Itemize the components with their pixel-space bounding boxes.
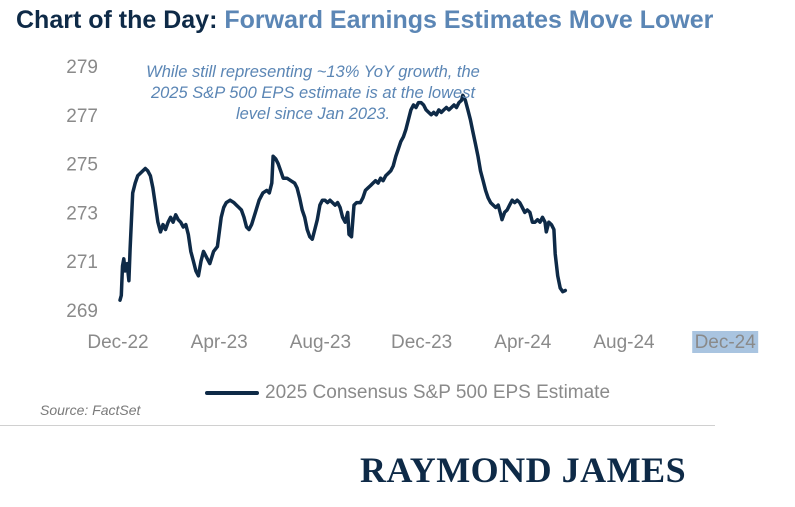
y-tick-label: 275: [66, 155, 98, 176]
y-tick-label: 279: [66, 57, 98, 78]
y-tick-label: 277: [66, 106, 98, 127]
series-line-eps-estimate: [118, 93, 568, 302]
legend-label: 2025 Consensus S&P 500 EPS Estimate: [265, 382, 611, 403]
legend-swatch: [205, 391, 259, 395]
y-tick-label: 273: [66, 203, 98, 224]
x-tick-label: Apr-23: [191, 332, 248, 353]
chart-annotation: While still representing ~13% YoY growth…: [146, 63, 480, 123]
legend: 2025 Consensus S&P 500 EPS Estimate: [205, 382, 610, 404]
y-tick-label: 269: [66, 301, 98, 322]
divider: [0, 425, 715, 426]
chart-title-prefix: Chart of the Day:: [16, 6, 218, 34]
x-tick-label: Aug-23: [290, 332, 351, 353]
chart-title-main: Forward Earnings Estimates Move Lower: [224, 6, 714, 34]
raymond-james-logo: RAYMOND JAMES: [360, 450, 687, 490]
y-tick-label: 271: [66, 252, 98, 273]
x-tick-label: Dec-22: [87, 332, 148, 353]
source-note: Source: FactSet: [40, 402, 141, 418]
x-tick-highlight: [692, 331, 759, 353]
x-tick-label: Dec-24: [695, 332, 757, 353]
chart-title: Chart of the Day: Forward Earnings Estim…: [16, 6, 713, 35]
line-chart: 269 271 273 275 277 279 Dec-22 Apr-23 Aug-23 Dec-…: [66, 57, 759, 353]
x-tick-label: Aug-24: [593, 332, 655, 353]
x-tick-label: Dec-23: [391, 332, 452, 353]
x-tick-label: Apr-24: [494, 332, 551, 353]
